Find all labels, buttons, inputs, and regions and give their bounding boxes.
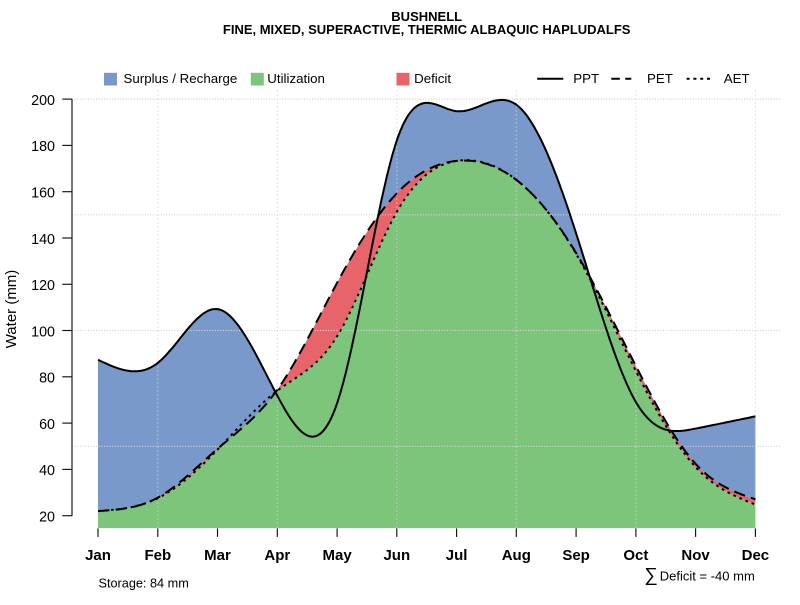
svg-text:Storage: 84 mm: Storage: 84 mm bbox=[99, 577, 189, 591]
svg-text:AET: AET bbox=[724, 71, 750, 86]
svg-text:80: 80 bbox=[39, 371, 55, 387]
svg-text:40: 40 bbox=[39, 463, 55, 479]
svg-text:PET: PET bbox=[647, 71, 673, 86]
svg-text:100: 100 bbox=[31, 324, 55, 340]
svg-text:Deficit = -40 mm: Deficit = -40 mm bbox=[660, 568, 755, 583]
svg-text:160: 160 bbox=[31, 186, 55, 202]
svg-text:Feb: Feb bbox=[144, 547, 171, 564]
svg-text:200: 200 bbox=[31, 93, 55, 109]
svg-text:FINE, MIXED, SUPERACTIVE, THER: FINE, MIXED, SUPERACTIVE, THERMIC ALBAQU… bbox=[223, 22, 631, 37]
svg-text:Jul: Jul bbox=[446, 547, 468, 564]
svg-text:Jan: Jan bbox=[85, 547, 111, 564]
svg-text:Surplus / Recharge: Surplus / Recharge bbox=[124, 71, 238, 86]
svg-text:Mar: Mar bbox=[204, 547, 231, 564]
svg-text:Nov: Nov bbox=[681, 547, 710, 564]
svg-text:Jun: Jun bbox=[383, 547, 410, 564]
svg-text:Oct: Oct bbox=[623, 547, 648, 564]
svg-text:Utilization: Utilization bbox=[267, 71, 325, 86]
svg-text:May: May bbox=[323, 547, 353, 564]
svg-text:BUSHNELL: BUSHNELL bbox=[391, 9, 462, 24]
svg-text:20: 20 bbox=[39, 510, 55, 526]
svg-text:Sep: Sep bbox=[562, 547, 590, 564]
svg-text:Deficit: Deficit bbox=[414, 71, 451, 86]
svg-text:Aug: Aug bbox=[502, 547, 531, 564]
svg-text:Dec: Dec bbox=[742, 547, 770, 564]
svg-text:Apr: Apr bbox=[264, 547, 290, 564]
svg-text:∑: ∑ bbox=[644, 565, 658, 586]
svg-text:120: 120 bbox=[31, 278, 55, 294]
svg-text:140: 140 bbox=[31, 232, 55, 248]
svg-text:60: 60 bbox=[39, 417, 55, 433]
svg-text:180: 180 bbox=[31, 139, 55, 155]
svg-text:Water (mm): Water (mm) bbox=[3, 270, 20, 349]
svg-text:PPT: PPT bbox=[573, 71, 599, 86]
